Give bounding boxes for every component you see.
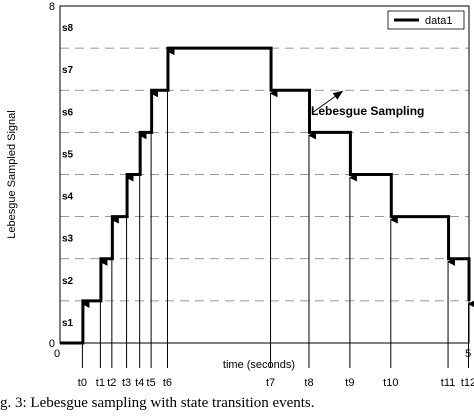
annotation: Lebesgue Sampling (311, 90, 424, 118)
x-axis-label: time (seconds) (223, 359, 295, 371)
plot-frame (59, 5, 470, 344)
y-axis-label: Lebesgue Sampled Signal (6, 110, 18, 238)
annotation-arrow (311, 90, 344, 114)
axis-labels: Lebesgue Sampled Signal time (seconds) (6, 110, 295, 371)
level-label: s6 (62, 107, 74, 118)
level-label: s8 (62, 23, 74, 34)
grid-lines (60, 47, 469, 302)
event-label: t0 (78, 377, 87, 389)
annotation-label: Lebesgue Sampling (311, 104, 424, 118)
axes (59, 5, 470, 344)
level-label: s7 (62, 65, 74, 76)
event-arrows: t0 t1 t2 t3 t4 t5 t6 t7 t8 t9 t10 t11 t12 (78, 47, 474, 389)
event-label: t3 (122, 377, 131, 389)
level-label: s2 (62, 276, 74, 287)
event-label: t6 (163, 377, 172, 389)
y-tick-label: 8 (49, 1, 55, 13)
series-line-data1 (60, 46, 471, 345)
y-tick-label: 0 (49, 338, 55, 350)
event-label: t9 (345, 377, 354, 389)
x-tick-label: 0 (54, 348, 60, 360)
level-label: s5 (62, 149, 74, 160)
event-label: t7 (266, 377, 275, 389)
event-label: t12 (461, 377, 474, 389)
legend: data1 (387, 10, 465, 30)
level-labels: s1 s2 s3 s4 s5 s6 s7 s8 (62, 23, 74, 329)
event-label: t5 (147, 377, 156, 389)
event-label: t1 (96, 377, 105, 389)
legend-box (387, 10, 465, 30)
level-label: s3 (62, 234, 74, 245)
event-label: t10 (383, 377, 398, 389)
figure-caption: g. 3: Lebesgue sampling with state trans… (0, 395, 315, 411)
series (60, 46, 471, 345)
event-label: t4 (135, 377, 144, 389)
event-label: t2 (107, 377, 116, 389)
level-label: s4 (62, 192, 74, 203)
event-label: t11 (441, 377, 455, 389)
event-label: t8 (304, 377, 313, 389)
level-label: s1 (62, 318, 74, 329)
legend-entry: data1 (425, 15, 453, 27)
